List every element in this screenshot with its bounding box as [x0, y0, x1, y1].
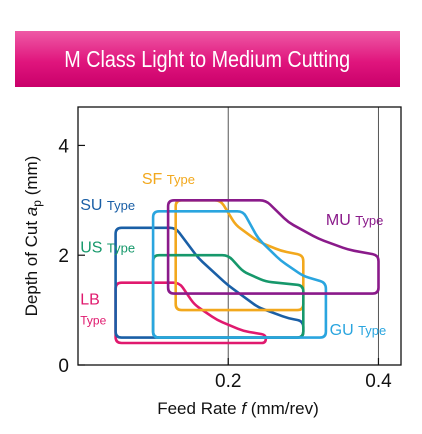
label-us: US Type: [80, 239, 135, 256]
plot-frame: [77, 106, 402, 366]
chart-title-banner: M Class Light to Medium Cutting: [15, 31, 400, 87]
y-tick-label: 2: [58, 246, 69, 267]
label-lb-name: LB: [80, 292, 100, 309]
region-mu: [166, 199, 380, 295]
label-su: SU Type: [80, 197, 135, 214]
label-mu-text: MU Type: [326, 212, 384, 229]
label-layer: SF Type SU Type US Type LB Type GU Type MU Typ…: [80, 171, 386, 339]
label-gu-text: GU Type: [330, 322, 387, 339]
y-axis-title: Depth of Cut ap (mm): [22, 156, 44, 317]
label-us-text: US Type: [80, 239, 135, 256]
x-tick-label: 0.2: [215, 371, 241, 392]
tick-layer: 0.2 0.4 0 2 4: [58, 136, 392, 392]
label-lb: LB Type: [80, 292, 106, 328]
chart-title: M Class Light to Medium Cutting: [64, 45, 351, 72]
grid-layer: [227, 107, 379, 365]
x-tick-label: 0.4: [365, 371, 392, 392]
label-sf-text: SF Type: [142, 171, 195, 188]
series-layer: [114, 199, 380, 345]
label-gu: GU Type: [330, 322, 387, 339]
label-mu: MU Type: [326, 212, 384, 229]
label-sf: SF Type: [142, 171, 195, 188]
label-su-text: SU Type: [80, 197, 135, 214]
y-tick-label: 0: [58, 356, 69, 377]
region-gu: [151, 210, 328, 339]
y-tick-label: 4: [58, 136, 69, 157]
x-axis-title: Feed Rate f (mm/rev): [157, 399, 319, 418]
region-lb: [114, 281, 268, 345]
label-lb-suffix: Type: [80, 314, 106, 328]
